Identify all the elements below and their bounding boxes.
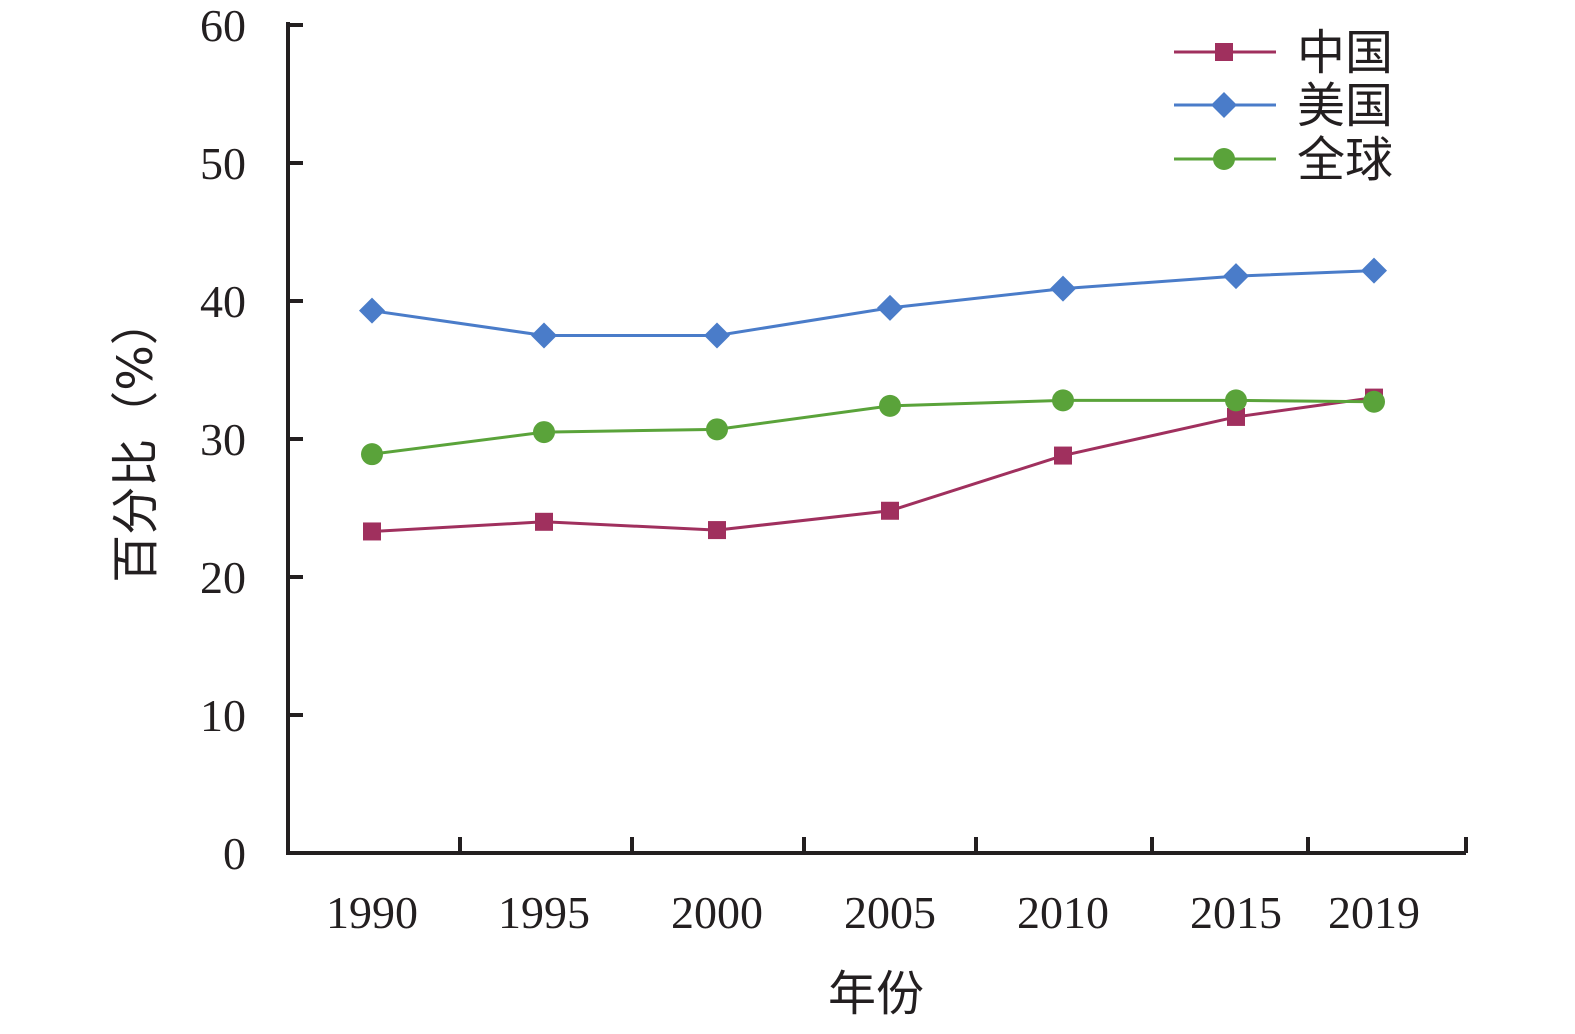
data-point	[1054, 446, 1072, 465]
x-tick-label: 2005	[844, 887, 936, 938]
data-point	[1223, 263, 1249, 290]
legend-marker	[1211, 92, 1237, 118]
y-tick-label: 60	[200, 0, 246, 51]
x-axis-title: 年份	[828, 966, 924, 1022]
data-point	[704, 322, 730, 349]
data-point	[708, 521, 726, 540]
data-point	[533, 421, 555, 444]
legend-item: 全球	[1174, 132, 1393, 188]
y-axis-title: 百分比（%）	[108, 297, 164, 583]
series-diamond	[359, 257, 1387, 349]
x-tick-label: 2000	[671, 887, 763, 938]
data-point	[877, 294, 903, 321]
series-line	[371, 269, 1375, 337]
y-ticks	[288, 23, 303, 855]
data-point	[1052, 389, 1074, 412]
legend-marker	[1213, 148, 1235, 170]
data-point	[359, 297, 385, 324]
data-point	[1363, 390, 1385, 413]
data-point	[881, 501, 899, 520]
series-layer	[359, 257, 1387, 541]
legend-item: 中国	[1174, 25, 1393, 81]
y-tick-label: 0	[223, 828, 246, 879]
data-point	[361, 443, 383, 466]
y-tick-label: 50	[200, 138, 246, 189]
data-point	[706, 418, 728, 441]
data-point	[531, 322, 557, 349]
legend-label: 中国	[1297, 25, 1393, 81]
series-square	[363, 388, 1383, 541]
data-point	[1361, 257, 1387, 284]
x-tick-label: 1995	[498, 887, 590, 938]
data-point	[1227, 407, 1245, 426]
y-tick-label: 40	[200, 276, 246, 327]
legend-label: 美国	[1297, 78, 1393, 134]
x-tick-labels: 1990 1995 2000 2005 2010 2015 2019	[326, 887, 1420, 938]
x-tick-label: 2015	[1190, 887, 1282, 938]
y-tick-label: 20	[200, 552, 246, 603]
data-point	[535, 512, 553, 531]
y-tick-labels: 0 10 20 30 40 50 60	[200, 0, 246, 879]
legend-label: 全球	[1297, 132, 1393, 188]
data-point	[1225, 389, 1247, 412]
x-tick-label: 2010	[1017, 887, 1109, 938]
data-point	[363, 522, 381, 541]
legend-marker	[1215, 43, 1233, 61]
y-tick-label: 10	[200, 690, 246, 741]
series-line	[371, 396, 1375, 533]
series-circle	[361, 389, 1385, 466]
legend-item: 美国	[1174, 78, 1393, 134]
x-tick-label: 1990	[326, 887, 418, 938]
axes	[286, 22, 1466, 855]
data-point	[879, 394, 901, 417]
series-line	[371, 398, 1375, 456]
data-point	[1050, 275, 1076, 302]
y-tick-label: 30	[200, 414, 246, 465]
x-ticks	[458, 837, 1468, 853]
x-tick-label: 2019	[1328, 887, 1420, 938]
